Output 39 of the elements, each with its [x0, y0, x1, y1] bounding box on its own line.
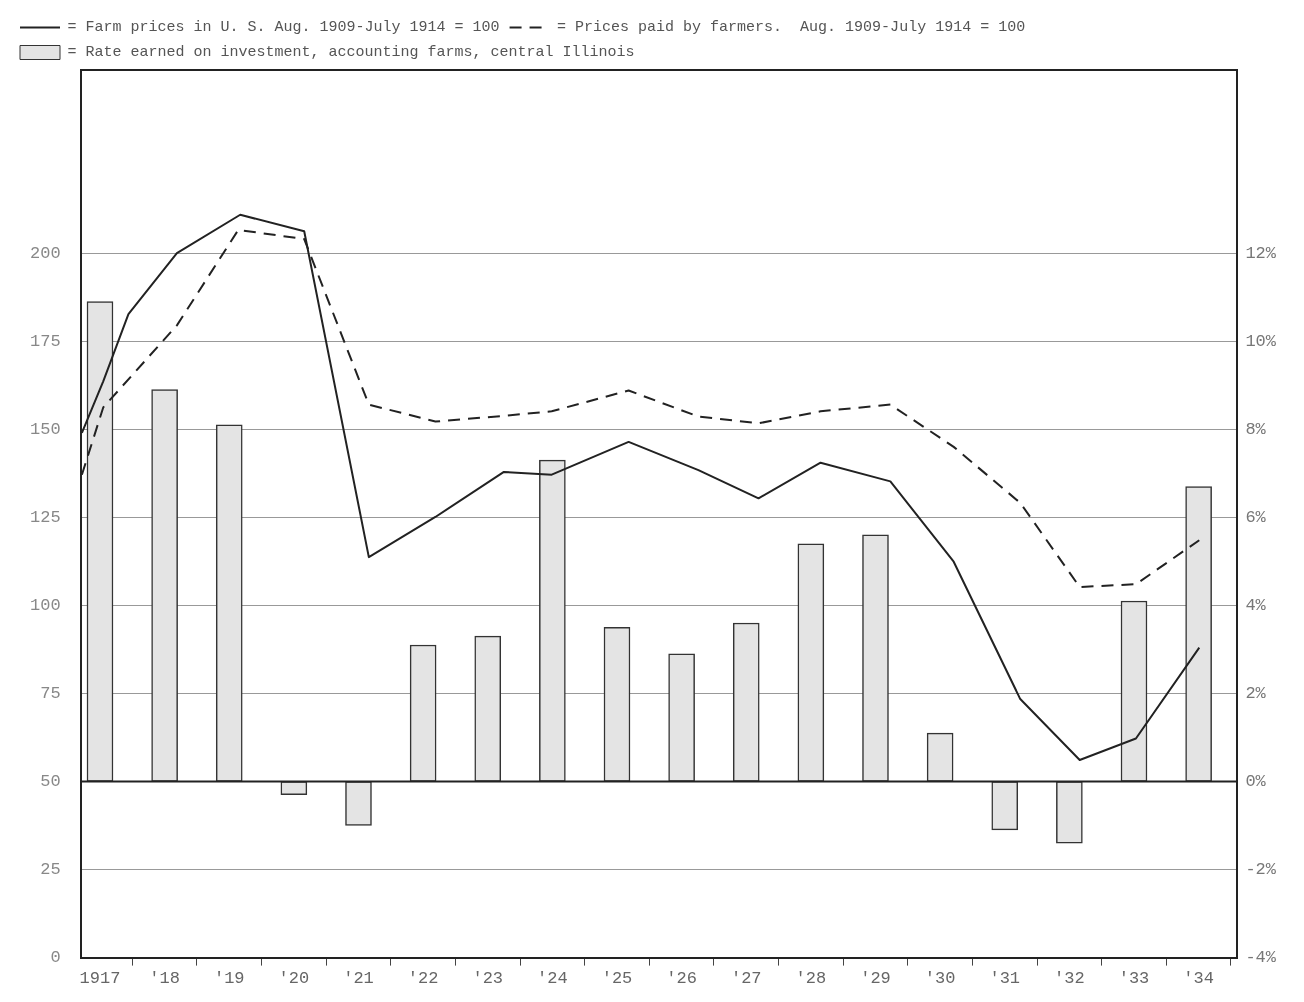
y-tick-label: 125: [30, 507, 61, 527]
x-tick-label: '29: [860, 969, 891, 989]
y-tick-label: 100: [30, 595, 61, 615]
x-tick-label: '26: [666, 969, 697, 989]
y-tick-label: 50: [40, 771, 61, 791]
legend-label: = Rate earned on investment, accounting farms, central Illinois: [67, 44, 635, 62]
legend-label: = Farm prices in U. S. Aug. 1909-July 1914 = 100: [67, 19, 500, 37]
y2-tick-label: -2%: [1245, 860, 1277, 880]
x-tick-label: '18: [149, 969, 180, 989]
x-tick-label: '23: [472, 969, 504, 989]
y2-tick-label: 8%: [1245, 419, 1267, 439]
legend-label: = Prices paid by farmers. Aug. 1909-July 1914 = 100: [557, 19, 1026, 37]
y2-tick-label: 12%: [1245, 243, 1277, 263]
x-tick-label: '27: [730, 969, 762, 989]
y2-tick-label: 4%: [1245, 595, 1267, 615]
y2-tick-label: 2%: [1245, 683, 1267, 703]
x-tick-label: '20: [278, 969, 310, 989]
x-tick-label: '32: [1054, 969, 1085, 989]
y-tick-label: 175: [30, 331, 61, 351]
x-tick-label: '22: [407, 969, 439, 989]
x-tick-label: '28: [795, 969, 827, 989]
y-tick-label: 25: [40, 860, 61, 880]
x-tick-label: '31: [989, 969, 1021, 989]
x-tick-label: '33: [1118, 969, 1150, 989]
x-tick-label: 1917: [79, 969, 121, 989]
x-tick-label: '21: [343, 969, 374, 989]
x-tick-label: '25: [601, 969, 633, 989]
x-tick-label: '19: [213, 969, 245, 989]
x-tick-label: '24: [537, 969, 568, 989]
y-tick-label: 150: [30, 419, 61, 439]
y-tick-label: 200: [30, 243, 61, 263]
x-tick-label: '34: [1183, 969, 1214, 989]
y-tick-label: 0: [50, 948, 61, 968]
y2-tick-label: 6%: [1245, 507, 1267, 527]
y2-tick-label: 10%: [1245, 331, 1277, 351]
y2-tick-label: -4%: [1245, 948, 1277, 968]
y-tick-label: 75: [40, 683, 61, 703]
y2-tick-label: 0%: [1245, 771, 1267, 791]
x-tick-label: '30: [924, 969, 956, 989]
